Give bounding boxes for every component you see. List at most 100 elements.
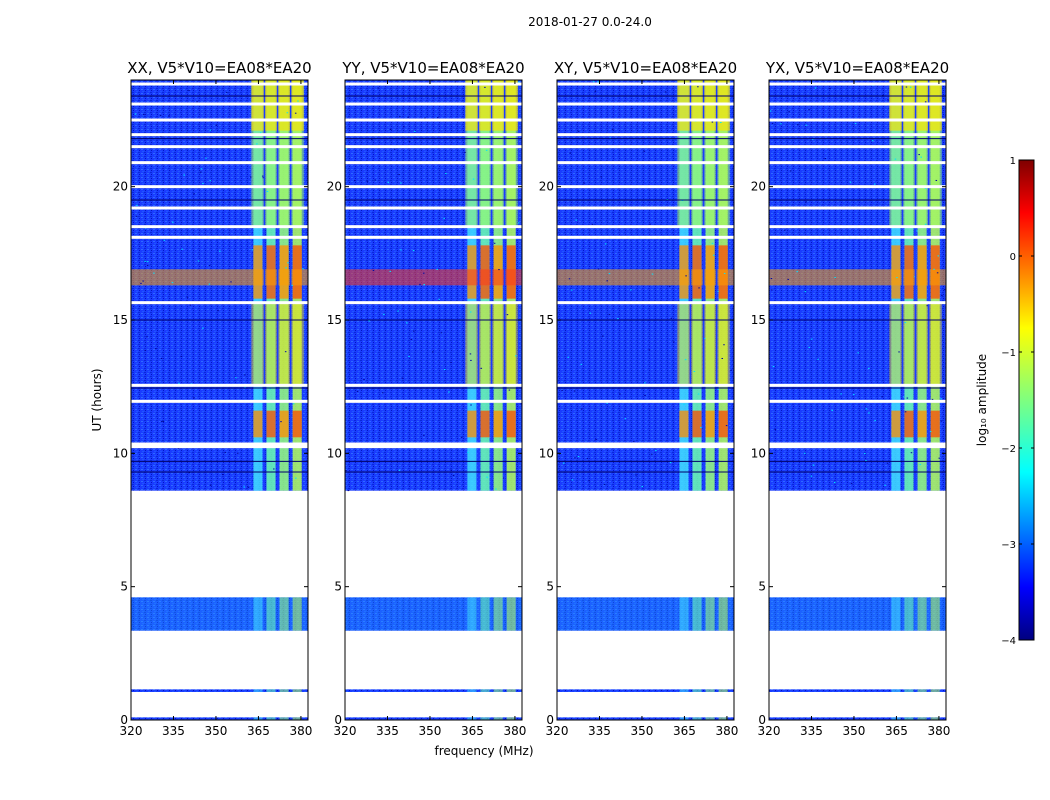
time-gap <box>345 301 522 305</box>
noise-speck <box>712 254 715 256</box>
rfi-channel <box>493 597 503 631</box>
noise-speck <box>249 176 252 178</box>
rfi-channel <box>917 689 927 692</box>
time-gap <box>345 206 522 210</box>
noise-speck <box>172 221 174 223</box>
noise-speck <box>648 349 651 351</box>
noise-speck <box>796 124 799 126</box>
noise-speck <box>188 89 190 91</box>
data-segment <box>769 689 946 692</box>
noise-speck <box>177 448 180 450</box>
noise-speck <box>155 348 157 350</box>
noise-speck <box>493 242 496 244</box>
noise-speck <box>871 140 874 142</box>
y-tick-label: 15 <box>539 313 554 327</box>
noise-speck <box>209 180 211 182</box>
strong-rfi <box>904 410 914 438</box>
noise-speck <box>770 278 773 280</box>
rfi-channel <box>493 717 503 720</box>
noise-speck <box>424 117 426 119</box>
noise-speck <box>149 449 152 451</box>
x-tick-label: 320 <box>120 724 143 738</box>
noise-speck <box>683 403 685 405</box>
noise-speck <box>898 351 900 353</box>
data-segment <box>131 689 308 692</box>
time-gap <box>557 102 734 106</box>
noise-speck <box>193 193 195 195</box>
time-gap <box>131 442 308 446</box>
noise-speck <box>448 391 450 393</box>
rfi-channel <box>904 689 914 692</box>
rfi-channel <box>480 689 490 692</box>
noise-speck <box>597 268 600 270</box>
noise-speck <box>711 121 714 123</box>
time-gap <box>769 82 946 86</box>
noise-speck <box>884 484 886 486</box>
time-gap <box>345 133 522 137</box>
time-gap <box>345 118 522 122</box>
noise-speck <box>259 132 262 134</box>
noise-speck <box>196 101 198 103</box>
strong-rfi <box>253 410 263 438</box>
noise-speck <box>202 182 204 184</box>
noise-speck <box>181 248 183 250</box>
noise-speck <box>803 452 806 454</box>
noise-speck <box>450 361 452 363</box>
strong-rfi <box>480 410 490 438</box>
rfi-channel <box>705 717 715 720</box>
noise-speck <box>850 482 853 484</box>
noise-speck <box>783 229 786 231</box>
noise-speck <box>518 81 520 83</box>
time-gap <box>345 145 522 149</box>
noise-speck <box>920 156 922 158</box>
time-gap <box>557 235 734 239</box>
y-tick-label: 5 <box>546 580 554 594</box>
noise-speck <box>704 338 706 340</box>
noise-speck <box>902 396 905 398</box>
y-tick-label: 20 <box>751 180 766 194</box>
noise-speck <box>771 122 774 124</box>
noise-speck <box>808 346 811 348</box>
rfi-channel <box>679 717 689 720</box>
noise-speck <box>668 285 671 287</box>
rfi-channel <box>692 597 702 631</box>
noise-speck <box>929 431 932 433</box>
noise-speck <box>472 178 475 180</box>
noise-speck <box>644 394 646 396</box>
noise-speck <box>295 477 297 479</box>
noise-speck <box>693 370 696 372</box>
time-gap <box>769 225 946 229</box>
noise-speck <box>651 453 653 455</box>
strong-rfi <box>266 410 276 438</box>
colorbar: 1 0 −1 −2 −3 −4 log₁₀ amplitude <box>975 156 1035 647</box>
time-gap <box>131 185 308 189</box>
x-tick-label: 335 <box>800 724 823 738</box>
noise-speck <box>163 239 166 241</box>
noise-speck <box>918 154 920 156</box>
noise-speck <box>824 158 827 160</box>
y-tick-label: 15 <box>113 313 128 327</box>
x-tick-label: 350 <box>631 724 654 738</box>
noise-speck <box>608 313 611 315</box>
noise-speck <box>849 181 852 183</box>
rfi-channel <box>506 689 516 692</box>
noise-speck <box>594 90 597 92</box>
time-gap <box>557 82 734 86</box>
noise-speck <box>368 320 370 322</box>
rfi-channel <box>718 689 728 692</box>
noise-speck <box>162 420 165 422</box>
noise-speck <box>589 312 591 314</box>
noise-speck <box>400 182 402 184</box>
noise-speck <box>641 485 644 487</box>
noise-speck <box>407 116 409 118</box>
y-axis-label: UT (hours) <box>90 368 104 431</box>
noise-speck <box>180 355 183 357</box>
noise-speck <box>909 86 912 88</box>
colorbar-tick-label: −1 <box>1001 348 1016 359</box>
noise-speck <box>294 112 297 114</box>
time-gap <box>345 161 522 165</box>
noise-speck <box>399 116 401 118</box>
time-gap <box>345 102 522 106</box>
noise-speck <box>454 81 457 83</box>
noise-speck <box>854 123 857 125</box>
